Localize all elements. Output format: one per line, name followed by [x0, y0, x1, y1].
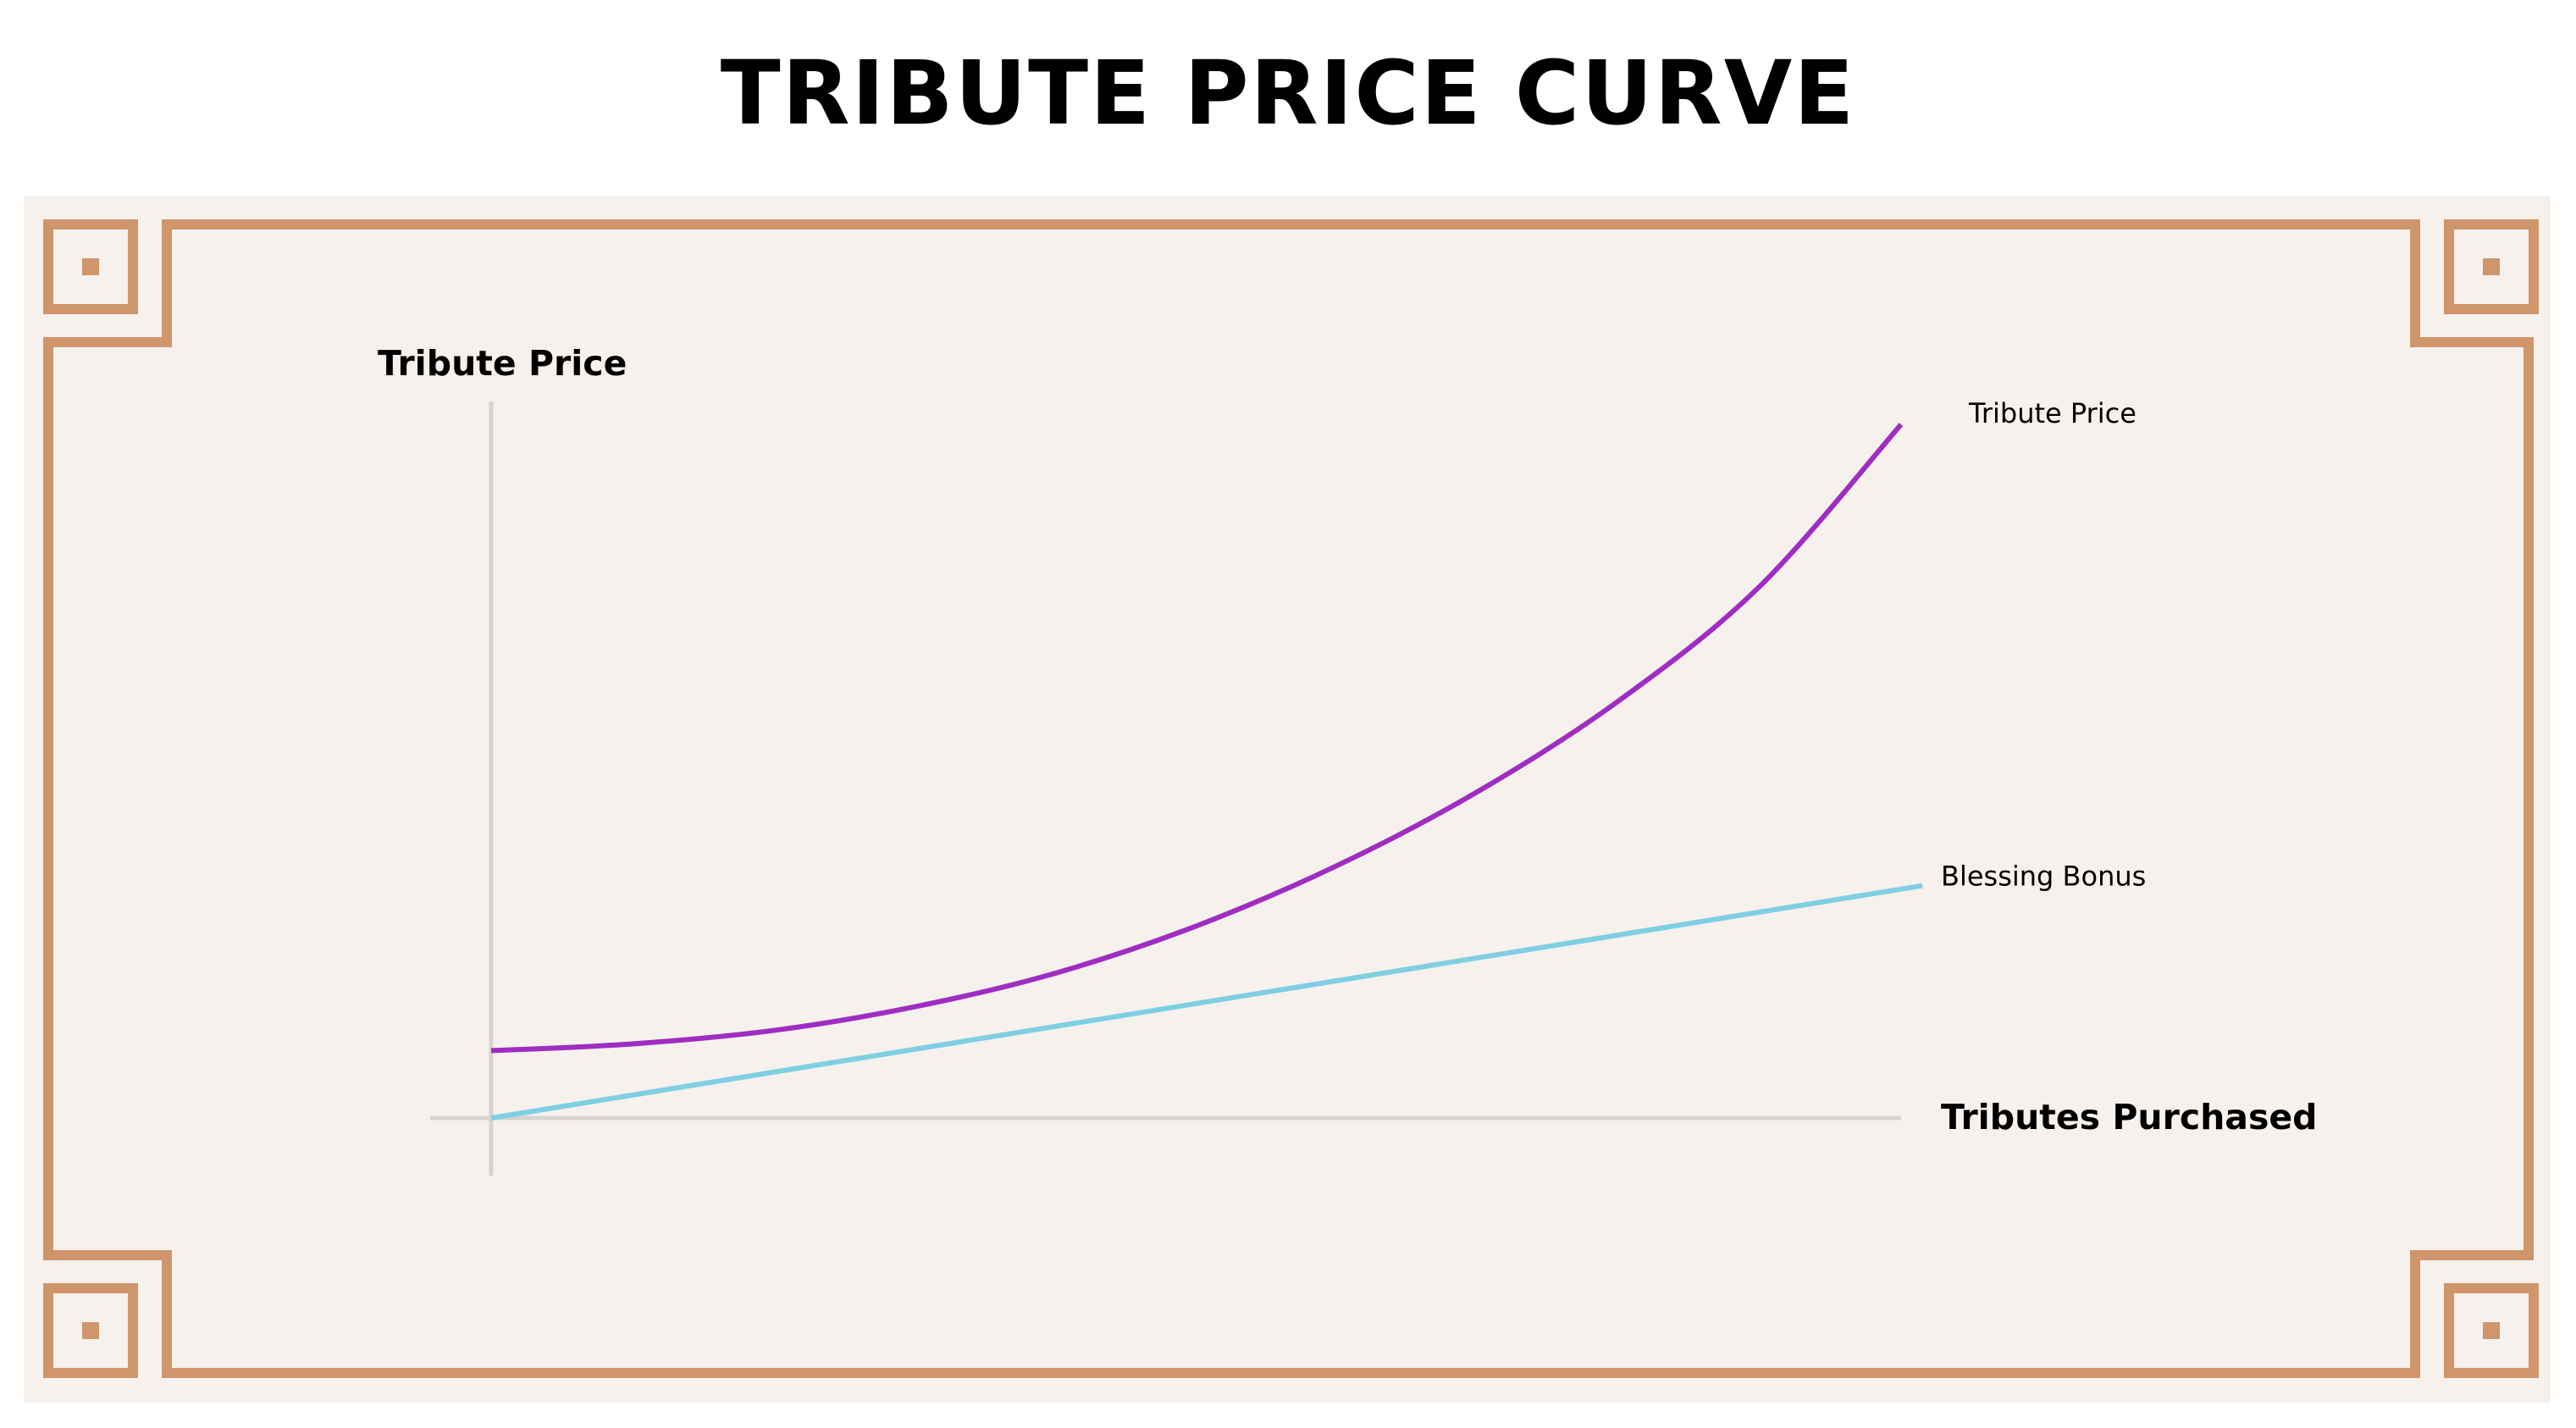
- series-label-blessing-bonus: Blessing Bonus: [1941, 861, 2146, 893]
- frame-border-path: [43, 219, 2534, 1378]
- corner-dot-bottom-left: [82, 1322, 99, 1339]
- x-axis-label: Tributes Purchased: [1941, 1097, 2318, 1137]
- y-axis-label: Tribute Price: [378, 343, 627, 384]
- corner-dot-top-right: [2483, 258, 2500, 275]
- corner-square-bottom-right: [2444, 1283, 2539, 1378]
- corner-dots: [82, 258, 2500, 1339]
- corner-dot-bottom-right: [2483, 1322, 2500, 1339]
- decorative-frame: [43, 219, 2539, 1378]
- series-label-tribute-price: Tribute Price: [1968, 397, 2137, 429]
- corner-square-bottom-left: [43, 1283, 138, 1378]
- corner-square-top-right: [2444, 219, 2539, 314]
- corner-dot-top-left: [82, 258, 99, 275]
- corner-square-top-left: [43, 219, 138, 314]
- series-line-blessing-bonus: [490, 883, 1923, 1121]
- chart-panel-background: [24, 196, 2551, 1403]
- series-line-tribute-price: [490, 423, 1904, 1054]
- page-title: TRIBUTE PRICE CURVE: [720, 42, 1856, 145]
